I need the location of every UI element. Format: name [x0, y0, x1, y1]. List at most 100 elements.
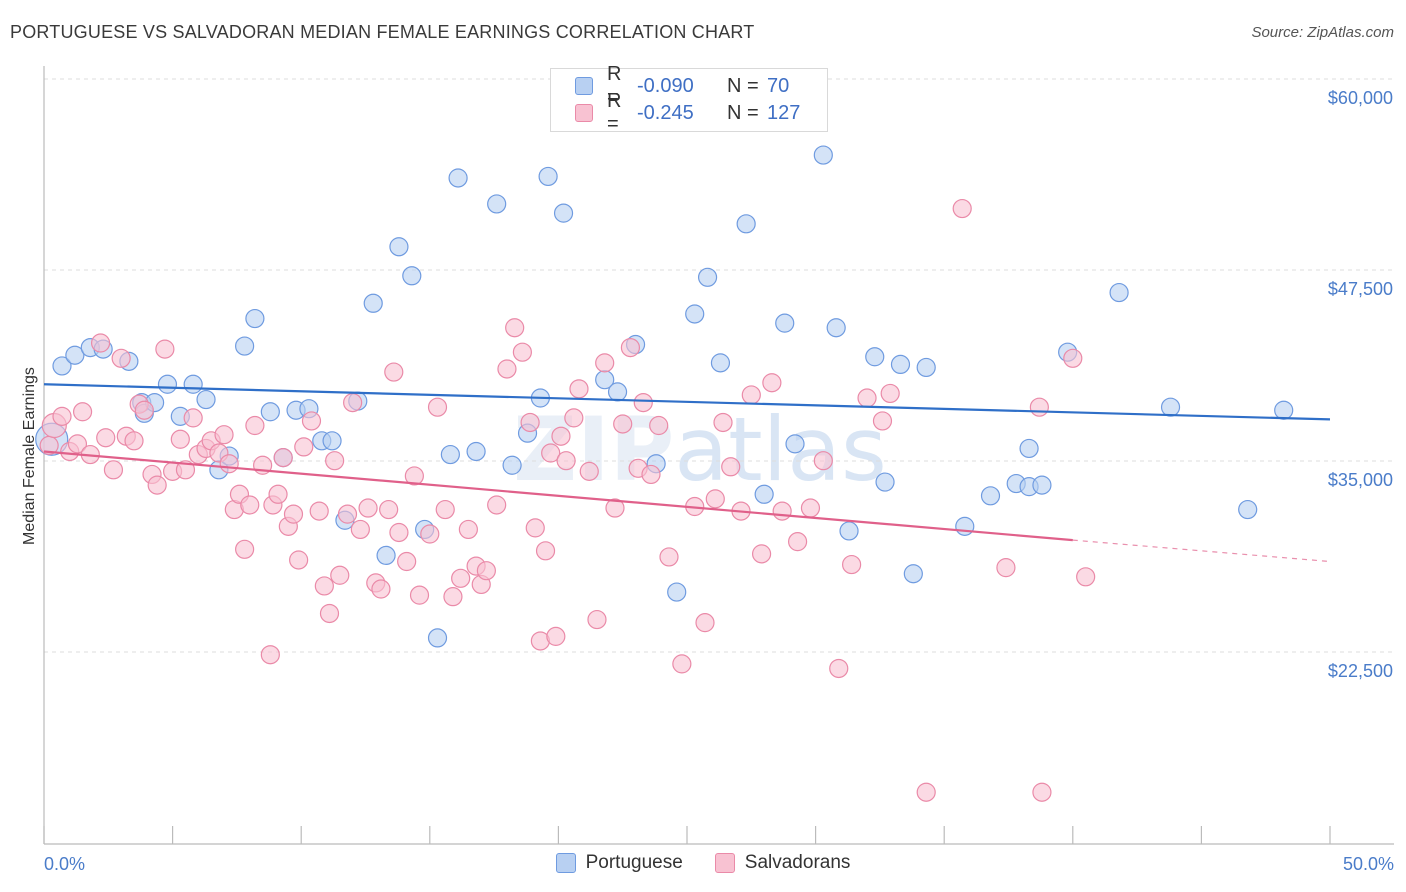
portuguese-point: [363, 293, 383, 313]
salvadoran-point: [371, 579, 391, 599]
salvadoran-point: [147, 475, 167, 495]
salvadoran-point: [672, 654, 692, 674]
salvadoran-point: [314, 576, 334, 596]
salvadoran-point: [435, 499, 455, 520]
salvadoran-point: [649, 415, 669, 436]
salvadoran-point: [175, 460, 196, 480]
salvadoran-point: [337, 504, 358, 524]
portuguese-point: [389, 237, 409, 257]
salvadoran-point: [751, 544, 772, 564]
salvadoran-point: [389, 522, 409, 543]
salvadoran-point: [343, 393, 363, 413]
portuguese-point: [502, 455, 522, 475]
salvadoran-point: [124, 431, 144, 451]
portuguese-point: [865, 347, 885, 367]
salvadoran-point: [633, 393, 653, 413]
salvadoran-point: [497, 359, 517, 379]
salvadoran-point: [813, 451, 833, 471]
portuguese-point: [1109, 282, 1129, 303]
salvadoran-point: [641, 464, 661, 485]
salvadoran-point: [772, 501, 792, 521]
salvadoran-point: [219, 454, 239, 474]
portuguese-point: [754, 484, 774, 504]
portuguese-point: [466, 441, 486, 462]
legend-row-portuguese: R = -0.090 N = 70: [575, 63, 790, 108]
chart-title: PORTUGUESE VS SALVADORAN MEDIAN FEMALE E…: [10, 22, 755, 42]
salvadoran-point: [872, 411, 893, 431]
portuguese-point: [775, 313, 795, 333]
salvadoran-point: [579, 461, 599, 481]
salvadoran-point: [996, 558, 1016, 578]
salvadoran-point: [443, 587, 463, 607]
n-value-portuguese: 70: [767, 74, 790, 97]
salvadoran-point: [350, 519, 370, 540]
salvadoran-point: [67, 434, 88, 454]
portuguese-point: [607, 382, 628, 402]
salvadoran-point: [289, 550, 309, 570]
portuguese-point: [980, 486, 1001, 506]
salvadoran-point: [301, 411, 322, 431]
salvadoran-point: [404, 466, 424, 486]
portuguese-point: [196, 389, 216, 410]
salvadoran-point: [620, 337, 641, 358]
salvadoran-point: [309, 501, 329, 521]
series-legend: Portuguese Salvadorans: [0, 852, 1406, 874]
salvadoran-point: [1063, 348, 1083, 368]
salvadoran-point: [512, 342, 532, 362]
salvadoran-point: [713, 412, 733, 433]
axes: [43, 66, 1394, 845]
portuguese-point: [685, 304, 705, 324]
n-label: N =: [727, 74, 759, 97]
portuguese-point: [245, 308, 265, 329]
salvadoran-points: [39, 198, 1096, 802]
y-tick-label: $22,500: [1328, 661, 1393, 681]
portuguese-point: [440, 444, 460, 465]
salvadoran-point: [721, 457, 741, 477]
legend-item-salvadoran: Salvadorans: [714, 852, 851, 874]
portuguese-point: [955, 516, 975, 536]
trend-lines: [43, 383, 1331, 563]
source-note: Source: ZipAtlas.com: [1251, 24, 1394, 41]
portuguese-point: [538, 166, 558, 187]
portuguese-point: [260, 402, 280, 422]
salvadoran-point: [268, 484, 288, 504]
salvadoran-point: [605, 498, 625, 518]
salvadoran-point: [595, 353, 615, 373]
portuguese-point: [785, 434, 805, 454]
salvadoran-point: [659, 547, 679, 567]
tick-labels: $22,500 $35,000 $47,500 $60,000 0.0% 50.0%: [44, 88, 1394, 874]
salvadoran-point: [916, 782, 936, 802]
salvadoran-point: [103, 460, 124, 480]
salvadoran-point: [384, 362, 404, 382]
legend-label-salvadoran: Salvadorans: [744, 852, 851, 873]
salvadoran-point: [330, 565, 350, 585]
salvadoran-point: [319, 603, 340, 624]
salvadoran-point: [52, 406, 72, 426]
portuguese-point: [487, 194, 507, 214]
r-label: R =: [607, 63, 622, 108]
y-tick-label: $35,000: [1328, 470, 1393, 490]
salvadoran-point: [613, 414, 633, 434]
portuguese-point: [322, 431, 342, 451]
salvadoran-point: [358, 498, 378, 518]
salvadoran-point: [155, 339, 175, 359]
salvadoran-point: [857, 388, 877, 408]
salvadoran-point: [260, 645, 280, 665]
y-axis-label: Median Female Earnings: [21, 367, 38, 545]
salvadoran-point: [420, 524, 440, 544]
correlation-legend: R = -0.090 N = 70 R = -0.245 N = 127: [550, 63, 828, 135]
portuguese-point: [402, 266, 422, 286]
salvadoran-point: [842, 554, 862, 575]
portuguese-point: [1019, 438, 1039, 459]
salvadoran-point: [551, 426, 571, 446]
salvadoran-point: [283, 504, 304, 524]
portuguese-point: [826, 318, 846, 338]
salvadoran-point: [134, 400, 154, 420]
portuguese-point: [553, 203, 574, 223]
salvadoran-point: [829, 658, 849, 679]
salvadoran-point: [409, 585, 430, 605]
n-value-salvadoran: 127: [767, 101, 801, 124]
salvadoran-point: [525, 518, 545, 538]
salvadoran-point: [458, 519, 478, 540]
